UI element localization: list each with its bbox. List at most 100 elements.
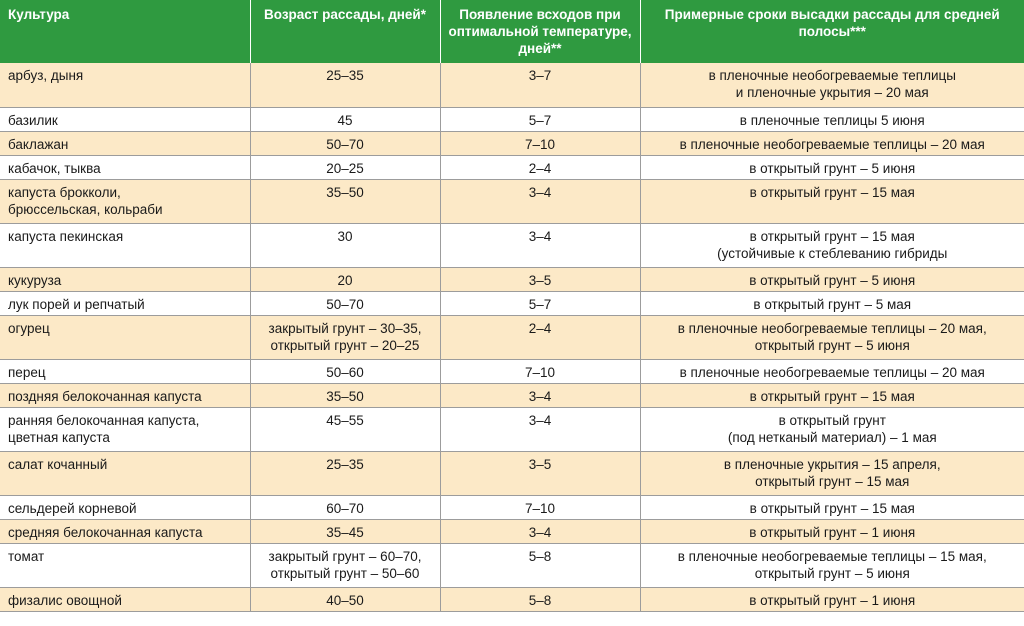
cell-text: в открытый грунт – 15 мая: [749, 500, 915, 516]
cell-seedling-age: 45: [250, 107, 441, 132]
cell-culture: баклажан: [0, 131, 251, 156]
cell-culture: физалис овощной: [0, 587, 251, 612]
cell-text: капуста пекинская: [8, 228, 124, 244]
cell-seedling-age: 50–70: [250, 291, 441, 316]
cell-culture: салат кочанный: [0, 451, 251, 496]
cell-planting-dates: в пленочные необогреваемые теплицы – 15 …: [640, 543, 1024, 588]
cell-text: и пленочные укрытия – 20 мая: [735, 85, 929, 100]
cell-text: закрытый грунт – 60–70,: [268, 548, 422, 564]
cell-text: арбуз, дыня: [8, 68, 84, 83]
cell-culture: лук порей и репчатый: [0, 291, 251, 316]
cell-text: физалис овощной: [8, 592, 122, 608]
cell-text: 3–7: [528, 68, 552, 83]
cell-seedling-age: закрытый грунт – 30–35, открытый грунт – …: [250, 315, 441, 360]
cell-text: закрытый грунт – 30–35,: [268, 320, 422, 336]
cell-culture: кабачок, тыква: [0, 155, 251, 180]
cell-text: томат: [8, 548, 45, 564]
cell-seedling-age: 50–60: [250, 359, 441, 384]
seedling-table: Культура Возраст рассады, дней* Появлени…: [0, 0, 1024, 612]
cell-text: открытый грунт – 50–60: [270, 565, 420, 581]
table-row: сельдерей корневой 60–70 7–10 в открытый гр…: [0, 495, 1024, 520]
cell-seedling-age: 50–70: [250, 131, 441, 156]
cell-text: кабачок, тыква: [8, 160, 101, 176]
cell-text: брюссельская, кольраби: [8, 201, 163, 217]
cell-seedling-age: 45–55: [250, 407, 441, 452]
cell-text: лук порей и репчатый: [8, 296, 145, 312]
cell-text: сельдерей корневой: [8, 500, 137, 516]
cell-seedling-age: 20–25: [250, 155, 441, 180]
cell-sprouting-days: 3–5: [440, 267, 641, 292]
cell-seedling-age: 60–70: [250, 495, 441, 520]
cell-planting-dates: в открытый грунт – 15 мая: [640, 179, 1024, 224]
table-row: кабачок, тыква 20–25 2–4 в открытый грунт –…: [0, 155, 1024, 180]
cell-planting-dates: в открытый грунт – 5 июня: [640, 155, 1024, 180]
cell-sprouting-days: 2–4: [440, 155, 641, 180]
cell-text: огурец: [8, 320, 50, 336]
table-row: физалис овощной 40–50 5–8 в открытый грунт …: [0, 587, 1024, 612]
table-row: ранняя белокочанная капуста, цветная капу…: [0, 407, 1024, 452]
cell-text: 3–4: [528, 524, 552, 540]
table-row: томат закрытый грунт – 60–70, открытый гру…: [0, 543, 1024, 588]
cell-planting-dates: в пленочные необогреваемые теплицы – 20 …: [640, 315, 1024, 360]
cell-text: цветная капуста: [8, 429, 110, 445]
cell-text: 7–10: [524, 136, 556, 152]
cell-sprouting-days: 3–5: [440, 451, 641, 496]
cell-text: в открытый грунт – 1 июня: [749, 592, 916, 608]
cell-text: (устойчивые к стеблеванию гибриды: [717, 245, 948, 261]
cell-sprouting-days: 7–10: [440, 131, 641, 156]
cell-planting-dates: в открытый грунт – 5 мая: [640, 291, 1024, 316]
cell-text: поздняя белокочанная капуста: [8, 388, 202, 404]
cell-sprouting-days: 5–8: [440, 543, 641, 588]
cell-sprouting-days: 3–7: [440, 63, 641, 108]
table-row: кукуруза 20 3–5 в открытый грунт – 5 июня: [0, 267, 1024, 292]
cell-sprouting-days: 3–4: [440, 223, 641, 268]
cell-text: 30: [337, 228, 353, 244]
cell-culture: арбуз, дыня: [0, 63, 251, 108]
cell-sprouting-days: 7–10: [440, 495, 641, 520]
cell-text: 3–5: [528, 456, 552, 472]
cell-text: кукуруза: [8, 272, 62, 288]
cell-text: открытый грунт – 5 июня: [754, 337, 910, 353]
cell-sprouting-days: 3–4: [440, 407, 641, 452]
cell-sprouting-days: 3–4: [440, 519, 641, 544]
cell-seedling-age: 30: [250, 223, 441, 268]
cell-planting-dates: в открытый грунт – 1 июня: [640, 519, 1024, 544]
cell-planting-dates: в открытый грунт – 15 мая (устойчивые к с…: [640, 223, 1024, 268]
cell-text: 2–4: [528, 320, 552, 336]
cell-culture: капуста брокколи, брюссельская, кольраби: [0, 179, 251, 224]
cell-culture: базилик: [0, 107, 251, 132]
cell-text: 50–70: [326, 136, 364, 152]
cell-text: 2–4: [528, 160, 552, 176]
cell-text: в открытый грунт – 5 мая: [753, 296, 912, 312]
cell-text: в пленочные теплицы 5 июня: [739, 112, 925, 128]
cell-text: средняя белокочанная капуста: [8, 524, 203, 540]
cell-text: капуста брокколи,: [8, 184, 121, 200]
header-culture: Культура: [0, 0, 251, 63]
cell-text: в пленочные укрытия – 15 апреля,: [723, 456, 941, 472]
cell-text: 35–50: [326, 184, 364, 200]
cell-planting-dates: в пленочные необогреваемые теплицы – 20 …: [640, 131, 1024, 156]
cell-text: в пленочные необогреваемые теплицы: [708, 68, 956, 83]
cell-text: 50–70: [326, 296, 364, 312]
table-row: капуста брокколи, брюссельская, кольраби 3…: [0, 179, 1024, 224]
table-row: арбуз, дыня 25–35 3–7 в пленочные необогрев…: [0, 63, 1024, 108]
cell-text: открытый грунт – 20–25: [270, 337, 420, 353]
cell-text: открытый грунт – 5 июня: [754, 565, 910, 581]
cell-culture: капуста пекинская: [0, 223, 251, 268]
cell-text: (под нетканый материал) – 1 мая: [727, 429, 937, 445]
cell-text: 45: [337, 112, 353, 128]
cell-seedling-age: 40–50: [250, 587, 441, 612]
cell-text: 40–50: [326, 592, 364, 608]
cell-text: 5–8: [528, 592, 552, 608]
table-row: средняя белокочанная капуста 35–45 3–4 в от…: [0, 519, 1024, 544]
cell-text: в открытый грунт: [778, 412, 886, 428]
cell-seedling-age: 35–50: [250, 179, 441, 224]
cell-text: 7–10: [524, 500, 556, 516]
cell-sprouting-days: 5–7: [440, 291, 641, 316]
cell-text: в пленочные необогреваемые теплицы – 20 …: [679, 136, 985, 152]
table-header-row: Культура Возраст рассады, дней* Появлени…: [0, 0, 1024, 63]
cell-seedling-age: 20: [250, 267, 441, 292]
table-row: капуста пекинская 30 3–4 в открытый грунт –…: [0, 223, 1024, 268]
cell-culture: перец: [0, 359, 251, 384]
cell-text: 20: [337, 272, 353, 288]
